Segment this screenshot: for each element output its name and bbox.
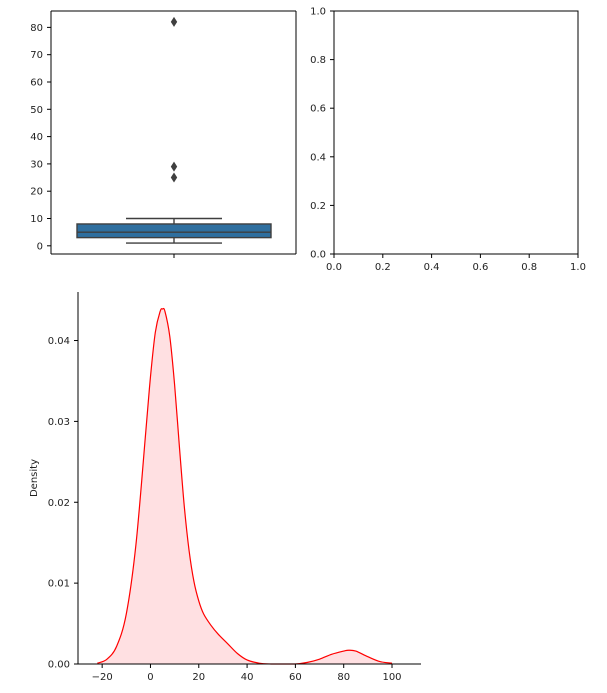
- x-tick-label: 80: [337, 672, 350, 683]
- y-tick-label: 10: [30, 214, 43, 225]
- y-tick-label: 0.02: [48, 498, 70, 509]
- y-tick-label: 0.03: [48, 417, 70, 428]
- box-iqr: [76, 223, 272, 239]
- x-tick-label: 0.4: [424, 262, 440, 273]
- y-tick-label: 60: [30, 77, 43, 88]
- x-tick-label: 0.0: [326, 262, 342, 273]
- y-tick-label: 0.01: [48, 579, 70, 590]
- x-tick-label: 1.0: [570, 262, 586, 273]
- y-tick-label: 0.6: [310, 104, 326, 115]
- y-tick-label: 30: [30, 159, 43, 170]
- x-tick-label: −20: [92, 672, 113, 683]
- x-tick-label: 100: [382, 672, 401, 683]
- y-tick-label: 50: [30, 105, 43, 116]
- plot-frame: [333, 10, 579, 255]
- boxplot-axes: 0 10 20 30 40 50 60 70 80: [30, 10, 297, 258]
- density-line: [97, 307, 393, 665]
- y-tick-label: 20: [30, 187, 43, 198]
- x-tick-label: 60: [289, 672, 302, 683]
- y-tick-label: 0.4: [310, 152, 326, 163]
- y-tick-label: 0.0: [310, 250, 326, 261]
- x-tick-label: 0: [147, 672, 153, 683]
- y-tick-label: 1.0: [310, 7, 326, 18]
- empty-axes: 0.0 0.2 0.4 0.6 0.8 1.0 0.0 0.2 0.4 0.6 0.8 1.0: [310, 7, 586, 274]
- y-tick-label: 0.2: [310, 201, 326, 212]
- x-tick-label: 40: [241, 672, 254, 683]
- x-tick-label: 0.8: [521, 262, 537, 273]
- x-tick-label: 20: [192, 672, 205, 683]
- y-tick-label: 0.8: [310, 55, 326, 66]
- outlier-point: [170, 172, 178, 183]
- y-tick-label: 0.00: [48, 660, 70, 671]
- outlier-point: [170, 161, 178, 172]
- y-tick-label: 40: [30, 132, 43, 143]
- y-axis-title: Density: [29, 459, 40, 497]
- y-tick-label: 0: [37, 241, 43, 252]
- x-tick-label: 0.2: [375, 262, 391, 273]
- x-tick-label: 0.6: [472, 262, 488, 273]
- y-tick-label: 80: [30, 23, 43, 34]
- density-axes: 0.00 0.01 0.02 0.03 0.04 −20 0 20 40 60 80 100 Densi…: [29, 292, 421, 683]
- y-tick-label: 0.04: [48, 336, 70, 347]
- outlier-point: [170, 16, 178, 27]
- y-tick-label: 70: [30, 50, 43, 61]
- density-fill: [97, 308, 393, 664]
